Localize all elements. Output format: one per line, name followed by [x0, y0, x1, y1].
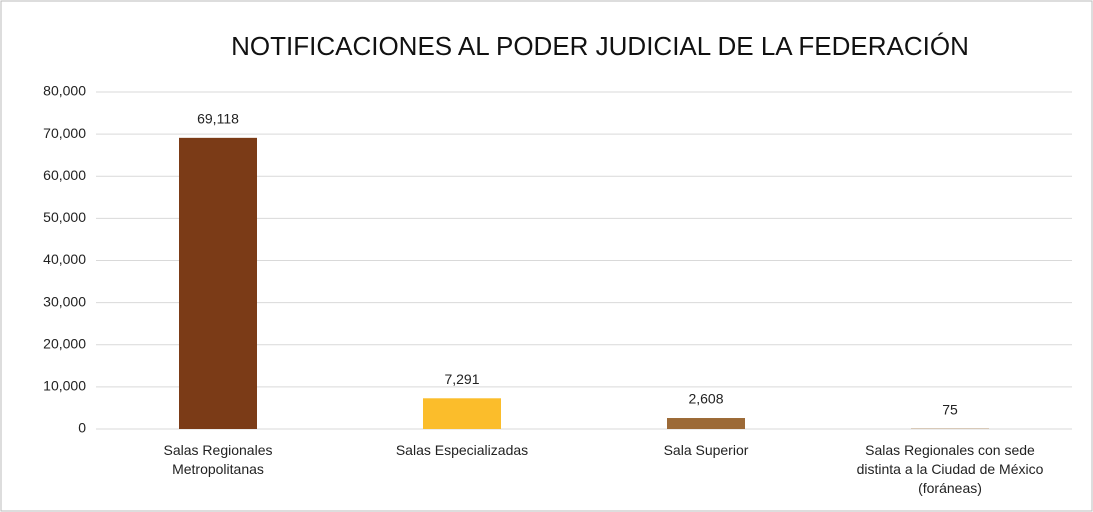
x-tick-label-line: Metropolitanas: [172, 461, 264, 477]
data-label: 69,118: [197, 111, 239, 127]
x-tick-label: Salas Regionales con sede distinta a la C…: [857, 442, 1044, 496]
y-tick-label: 50,000: [43, 209, 86, 225]
bar: [423, 398, 501, 429]
y-tick-label: 70,000: [43, 125, 86, 141]
y-tick-label: 40,000: [43, 251, 86, 267]
data-label: 7,291: [444, 371, 479, 387]
y-tick-label: 80,000: [43, 83, 86, 99]
y-tick-label: 60,000: [43, 167, 86, 183]
bar: [179, 137, 257, 429]
y-tick-label: 20,000: [43, 335, 86, 351]
chart-title: NOTIFICACIONES AL PODER JUDICIAL DE LA F…: [231, 31, 969, 61]
x-tick-label: Salas Regionales Metropolitanas: [164, 442, 273, 477]
y-tick-label: 10,000: [43, 378, 86, 394]
x-tick-label-line: Sala Superior: [664, 442, 749, 458]
x-tick-label-line: Salas Especializadas: [396, 442, 528, 458]
bar: [667, 418, 745, 429]
data-label: 2,608: [688, 391, 723, 407]
x-tick-label-line: Salas Regionales con sede: [865, 442, 1035, 458]
x-tick-label-line: distinta a la Ciudad de México: [857, 461, 1044, 477]
x-tick-label-line: Salas Regionales: [164, 442, 273, 458]
x-tick-label-line: (foráneas): [918, 480, 982, 496]
data-label: 75: [942, 401, 958, 417]
x-tick-label: Salas Especializadas: [396, 442, 528, 458]
y-tick-label: 30,000: [43, 293, 86, 309]
x-tick-label: Sala Superior: [664, 442, 749, 458]
y-tick-label: 0: [78, 420, 86, 436]
